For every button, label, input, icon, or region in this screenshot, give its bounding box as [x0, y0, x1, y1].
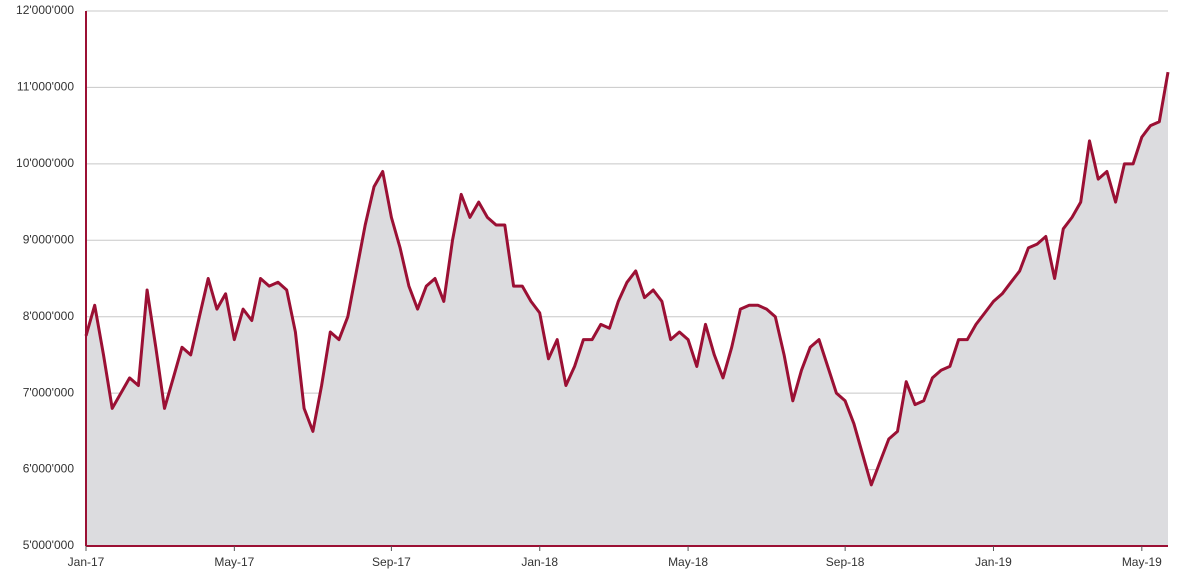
x-tick-label: May-19 — [1122, 555, 1162, 569]
y-tick-label: 8'000'000 — [23, 309, 75, 323]
x-tick-label: Sep-17 — [372, 555, 411, 569]
x-tick-label: Jan-19 — [975, 555, 1012, 569]
y-tick-label: 10'000'000 — [16, 156, 74, 170]
x-tick-label: Jan-17 — [68, 555, 105, 569]
y-tick-label: 12'000'000 — [16, 3, 74, 17]
y-tick-label: 9'000'000 — [23, 232, 75, 246]
area — [86, 72, 1168, 546]
y-tick-label: 7'000'000 — [23, 385, 75, 399]
x-tick-label: Sep-18 — [826, 555, 865, 569]
x-tick-label: May-18 — [668, 555, 708, 569]
y-tick-label: 6'000'000 — [23, 462, 75, 476]
x-tick-label: May-17 — [214, 555, 254, 569]
y-tick-label: 11'000'000 — [17, 80, 74, 94]
x-tick-label: Jan-18 — [521, 555, 558, 569]
y-tick-label: 5'000'000 — [23, 538, 75, 552]
line — [84, 71, 1170, 487]
